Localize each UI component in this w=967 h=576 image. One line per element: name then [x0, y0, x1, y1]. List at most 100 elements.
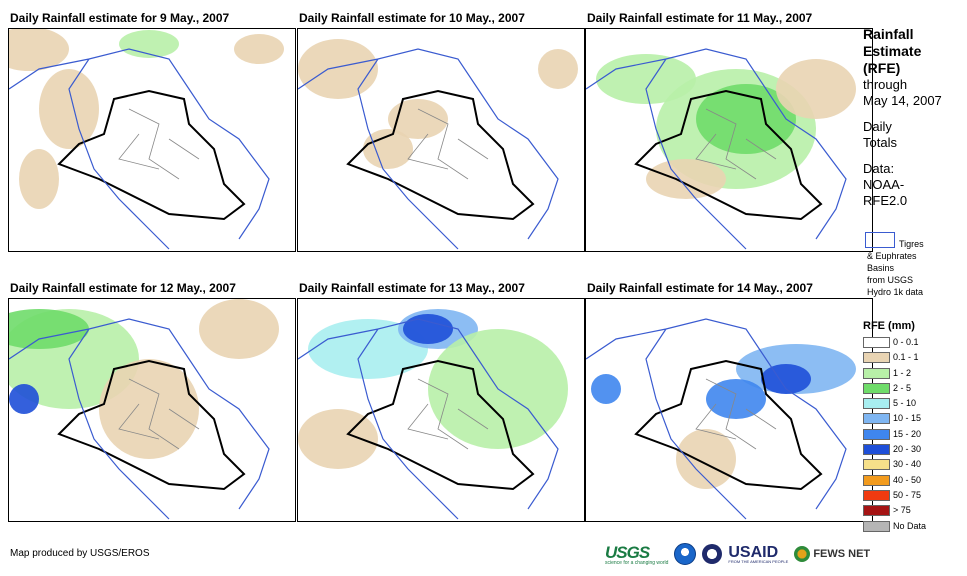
province-boundaries	[695, 108, 777, 180]
panel-title: Daily Rainfall estimate for 11 May., 200…	[587, 11, 813, 25]
panel-title: Daily Rainfall estimate for 12 May., 200…	[10, 281, 236, 295]
legend-swatch	[863, 398, 890, 410]
usaid-wordmark: USAID	[728, 544, 779, 561]
usaid-logo: USAID FROM THE AMERICAN PEOPLE	[728, 544, 788, 564]
usgs-logo: USGS science for a changing world	[605, 543, 668, 566]
legend-swatch	[863, 382, 890, 394]
legend-swatch	[863, 413, 890, 425]
legend-row: 40 - 50	[863, 474, 967, 489]
rainfall-area	[403, 314, 453, 344]
legend-label: 15 - 20	[893, 428, 922, 439]
province-boundaries	[118, 108, 200, 180]
description-title: Rainfall Estimate (RFE)	[863, 26, 967, 77]
legend-label: 40 - 50	[893, 474, 922, 485]
basin-boundary	[298, 48, 559, 250]
map-panel-1: Daily Rainfall estimate for 9 May., 2007	[8, 11, 296, 252]
totals-text: Daily Totals	[863, 119, 967, 151]
rainfall-area	[776, 59, 856, 119]
rainfall-area	[676, 429, 736, 489]
country-boundary	[57, 359, 246, 491]
legend-swatch	[863, 337, 890, 348]
rainfall-area	[596, 54, 696, 104]
data-line: RFE2.0	[863, 193, 908, 208]
legend-swatch	[863, 444, 890, 456]
legend-swatch	[863, 489, 890, 501]
rainfall-area	[234, 34, 284, 64]
basin-boundary	[298, 318, 559, 520]
country-boundary	[346, 359, 535, 491]
map-credit: Map produced by USGS/EROS	[10, 548, 150, 559]
province-boundaries	[407, 378, 489, 450]
country-boundary	[634, 89, 823, 221]
title-line: Rainfall	[863, 26, 914, 42]
province-boundaries	[407, 108, 489, 180]
panel-title: Daily Rainfall estimate for 10 May., 200…	[299, 11, 525, 25]
title-line: (RFE)	[863, 60, 901, 76]
basin-line: Basins	[867, 263, 895, 273]
title-line: Estimate	[863, 43, 922, 59]
legend-swatch	[863, 428, 890, 440]
rainfall-map	[8, 28, 296, 252]
usaid-tagline: FROM THE AMERICAN PEOPLE	[728, 559, 789, 564]
rainfall-area	[19, 149, 59, 209]
basin-boundary	[9, 318, 270, 520]
basin-label: Tigres	[899, 239, 924, 249]
legend-label: 20 - 30	[893, 444, 922, 455]
totals-line: Totals	[863, 135, 897, 150]
panel-title: Daily Rainfall estimate for 9 May., 2007	[10, 11, 230, 25]
map-panel-5: Daily Rainfall estimate for 13 May., 200…	[297, 281, 585, 522]
rainfall-area	[388, 99, 448, 139]
rainfall-area	[591, 374, 621, 404]
rainfall-map	[585, 28, 873, 252]
basin-swatch	[865, 232, 895, 248]
legend-label: 0 - 0.1	[893, 337, 919, 347]
legend-row: 10 - 15	[863, 412, 967, 427]
legend-row: > 75	[863, 504, 967, 519]
fews-wordmark: FEWS NET	[813, 548, 871, 560]
fews-net-logo: FEWS NET	[794, 546, 870, 562]
rfe-legend: RFE (mm) 0 - 0.1 0.1 - 1 1 - 2 2 - 5 5 - 10 1…	[863, 320, 967, 535]
rainfall-area	[646, 159, 726, 199]
legend-label: 30 - 40	[893, 459, 922, 470]
totals-line: Daily	[863, 119, 892, 134]
through-label: through	[863, 77, 908, 92]
rainfall-area	[9, 384, 39, 414]
country-boundary	[57, 89, 246, 221]
rainfall-map	[297, 28, 585, 252]
panel-title: Daily Rainfall estimate for 13 May., 200…	[299, 281, 525, 295]
legend-row: 0.1 - 1	[863, 351, 967, 366]
basin-boundary	[9, 48, 270, 250]
legend-swatch	[863, 474, 890, 486]
legend-row: 1 - 2	[863, 367, 967, 382]
basin-line: Hydro 1k data	[867, 287, 924, 297]
legend-label: 5 - 10	[893, 398, 917, 409]
rainfall-area	[298, 409, 378, 469]
legend-label: 10 - 15	[893, 413, 922, 424]
legend-swatch	[863, 505, 890, 517]
legend-label: > 75	[893, 505, 911, 516]
legend-title: RFE (mm)	[863, 320, 915, 332]
legend-label: 0.1 - 1	[893, 352, 919, 363]
legend-row: 5 - 10	[863, 397, 967, 412]
province-boundaries	[695, 378, 777, 450]
legend-swatch	[863, 352, 890, 364]
rainfall-area	[119, 30, 179, 58]
rainfall-area	[696, 84, 796, 154]
map-panel-4: Daily Rainfall estimate for 12 May., 200…	[8, 281, 296, 522]
legend-row: 20 - 30	[863, 443, 967, 458]
legend-label: No Data	[893, 520, 927, 531]
noaa-logo-icon	[674, 543, 697, 565]
rainfall-map	[297, 298, 585, 522]
data-line: Data:	[863, 161, 895, 176]
rainfall-area	[9, 29, 69, 71]
basin-boundary	[586, 318, 847, 520]
map-panel-3: Daily Rainfall estimate for 11 May., 200…	[585, 11, 873, 252]
legend-row: 50 - 75	[863, 489, 967, 504]
data-line: NOAA-	[863, 177, 905, 192]
map-description: Rainfall Estimate (RFE) through May 14, …	[863, 26, 967, 209]
legend-swatch	[863, 367, 890, 379]
province-boundaries	[118, 378, 200, 450]
country-boundary	[346, 89, 535, 221]
rainfall-area	[199, 299, 279, 359]
rainfall-area	[9, 309, 89, 349]
